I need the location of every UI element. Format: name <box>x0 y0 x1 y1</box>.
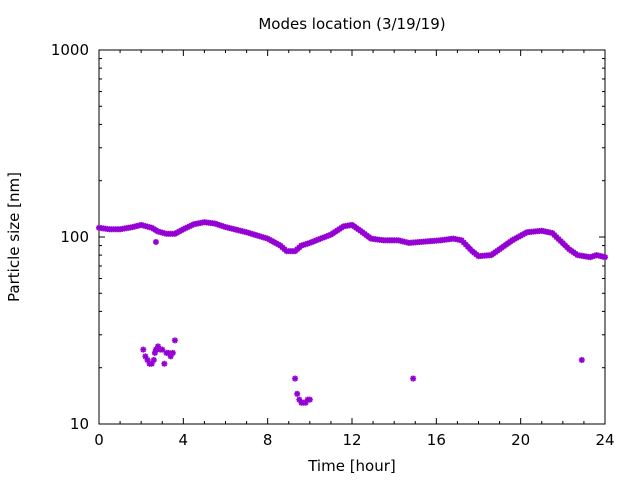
data-point <box>578 356 585 363</box>
data-points <box>96 219 608 406</box>
x-tick-label: 20 <box>511 431 530 449</box>
data-point <box>161 360 168 367</box>
data-point <box>292 375 299 382</box>
x-tick-label: 16 <box>427 431 446 449</box>
data-point <box>169 349 176 356</box>
x-tick-label: 0 <box>94 431 104 449</box>
data-point <box>159 346 166 353</box>
chart-title: Modes location (3/19/19) <box>258 15 445 33</box>
x-tick-label: 8 <box>263 431 273 449</box>
y-tick-labels: 10 100 1000 <box>51 41 89 433</box>
data-point <box>152 239 159 246</box>
data-point <box>171 337 178 344</box>
data-point <box>302 399 309 406</box>
y-tick-label: 100 <box>60 228 89 246</box>
x-tick-label: 4 <box>179 431 189 449</box>
tick-marks <box>98 49 606 425</box>
y-tick-label: 1000 <box>51 41 89 59</box>
data-point <box>150 356 157 363</box>
data-point <box>140 346 147 353</box>
data-point <box>602 254 608 261</box>
x-tick-labels: 0 4 8 12 16 20 24 <box>94 431 614 449</box>
y-tick-label: 10 <box>70 415 89 433</box>
x-tick-label: 12 <box>342 431 361 449</box>
y-axis-label: Particle size [nm] <box>5 172 23 302</box>
x-axis-label: Time [hour] <box>307 457 396 475</box>
data-point <box>306 396 313 403</box>
data-point <box>410 375 417 382</box>
plot-frame <box>98 49 606 425</box>
x-tick-label: 24 <box>595 431 614 449</box>
data-point <box>294 390 301 397</box>
